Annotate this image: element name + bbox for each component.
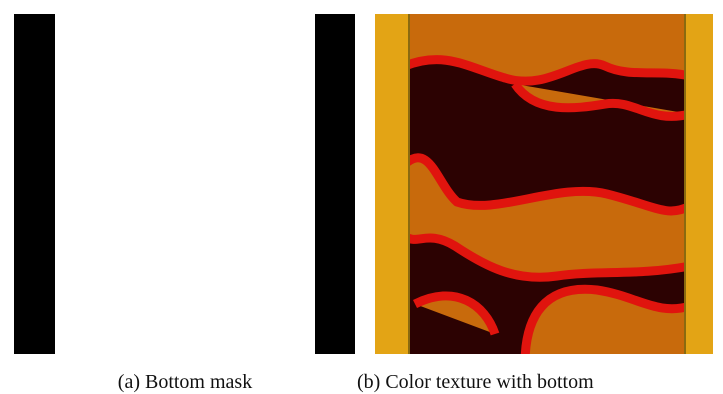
mask-strip — [315, 14, 355, 354]
caption: (a) Bottom mask — [118, 371, 252, 393]
page: (a) Bottom mask (b) Color texture with b… — [0, 0, 723, 394]
texture-image — [375, 4, 713, 364]
figure: (a) Bottom mask (b) Color texture with b… — [0, 0, 723, 394]
caption: (b) Color texture with bottom — [357, 371, 594, 393]
mask-image — [14, 14, 355, 354]
